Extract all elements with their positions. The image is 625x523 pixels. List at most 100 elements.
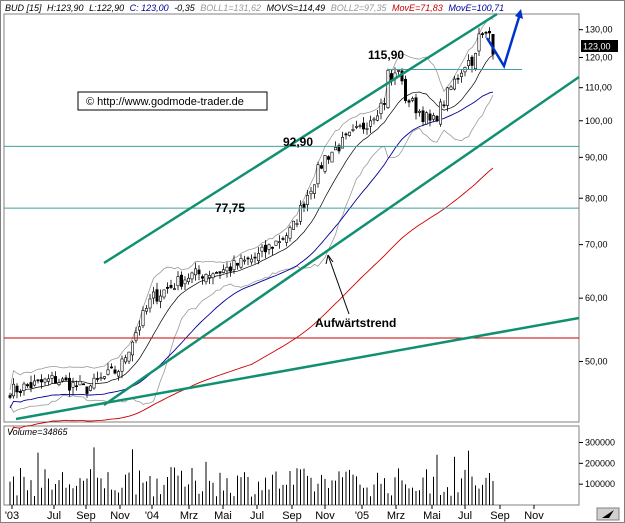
candle-body [232,260,236,271]
candle-body [375,115,379,121]
x-tick-label: '04 [145,510,159,522]
y-tick-label: 80,00 [585,193,608,203]
candle-body [435,115,439,122]
candle-body [36,379,40,382]
candle-body [103,376,107,379]
candle-body [141,310,145,326]
candle-body [277,241,281,243]
candle-body [29,382,33,389]
candle-body [211,273,215,279]
x-tick-label: Nov [524,510,544,522]
candle-body [113,369,117,374]
candle-body [194,268,198,276]
candle-body [477,33,481,52]
annotation-arrow-head [325,254,334,265]
annotation-arrow-line [327,254,350,315]
candle-body [288,227,292,239]
candle-body [382,103,386,105]
candle-body [201,276,205,279]
candle-body [456,78,460,80]
candle-body [487,30,491,34]
volume-tick-label: 300000 [585,438,615,448]
level-label-115: 115,90 [368,48,404,62]
candle-body [410,98,414,101]
header-boll2: BOLL2=97,35 [331,3,388,13]
volume-panel [3,425,580,506]
candle-body [340,136,344,149]
candle-body [305,195,309,205]
candle-body [208,275,212,278]
candle-body [274,240,278,246]
candle-body [358,125,362,128]
candle-body [43,378,47,383]
header-change: -0,35 [174,3,196,13]
candle-body [229,266,233,272]
candle-body [82,383,86,386]
header-movs: MOVS=114,49 [267,3,326,13]
candle-body [386,69,390,108]
y-tick-label: 60,00 [585,293,608,303]
candle-body [187,277,191,282]
header-symbol: BUD [15] [5,3,42,13]
candle-body [96,378,100,380]
candle-body [68,377,72,391]
candle-body [117,371,121,377]
bollinger-lower [9,94,494,413]
candle-body [120,358,124,372]
candle-body [145,308,149,312]
candle-body [281,238,285,240]
header-low: L:122,90 [89,3,124,13]
candle-body [183,279,187,285]
candle-body [89,385,93,391]
candle-body [243,259,247,262]
candle-body [50,375,54,379]
candle-body [215,272,219,274]
candle-body [459,72,463,77]
header-high: H:123,90 [47,3,84,13]
candle-body [284,235,288,243]
candle-body [403,78,407,101]
candle-body [250,258,254,263]
axes-layer: 50,00 60,00 70,00 80,00 90,00 100,00 110,00 120… [5,25,615,522]
candle-body [354,126,358,128]
y-tick-label: 120,00 [585,52,613,62]
candle-body [319,165,323,169]
candle-body [92,377,96,389]
x-tick-label: Mai [423,510,441,522]
candle-body [337,145,341,152]
moving-average-layer [9,54,494,435]
candle-body [372,118,376,121]
candle-body [368,120,372,127]
candle-body [246,257,250,260]
x-tick-label: '05 [355,510,369,522]
candle-body [424,112,428,125]
candle-body [295,223,299,225]
candle-body [159,295,163,302]
candle-body [442,104,446,107]
candle-body [330,151,334,163]
long-trend-line [15,316,580,421]
candle-body [60,378,64,382]
candle-body [312,184,316,194]
candle-body [218,271,222,274]
x-tick-label: Sep [282,510,302,522]
candle-body [344,133,348,136]
header-line: BUD [15] H:123,90 L:122,90 C: 123,00 -0,… [5,3,504,13]
level-label-92: 92,90 [283,135,313,149]
candle-body [263,244,267,253]
candle-body [309,190,313,195]
candle-body [197,269,201,275]
candle-body [173,288,177,290]
channel-lower-line [103,75,580,407]
candle-body [421,110,425,123]
candle-body [110,366,114,369]
last-price-text: 123,00 [583,42,611,52]
ema-slow-line [9,167,494,435]
watermark-text: © http://www.godmode-trader.de [86,96,244,108]
candle-body [361,122,365,130]
candle-body [466,60,470,67]
candle-body [379,102,383,114]
candle-body [78,380,82,386]
candle-body [396,70,400,72]
candle-body [57,382,61,386]
